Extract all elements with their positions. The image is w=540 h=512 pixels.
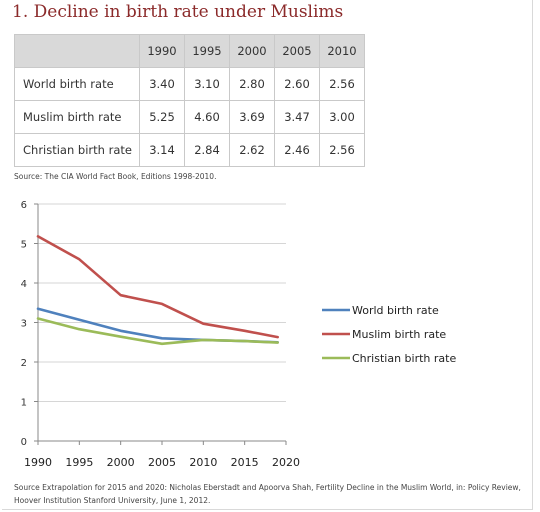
x-tick-label: 1995 [65,456,93,469]
x-tick-label: 2015 [231,456,259,469]
chart-source-note: Source Extrapolation for 2015 and 2020: … [14,483,521,505]
x-tick-label: 2010 [189,456,217,469]
x-tick-label: 2005 [148,456,176,469]
y-tick-label: 1 [21,398,27,409]
article-frame [2,0,533,510]
table-corner-cell [14,34,140,68]
row-label: Muslim birth rate [14,100,140,134]
table-header-cell: 2005 [274,34,320,68]
table-cell: 2.56 [319,133,365,167]
page-title: 1. Decline in birth rate under Muslims [12,2,344,22]
series-line [36,317,280,346]
table-row: Muslim birth rate 5.25 4.60 3.69 3.47 3.… [14,100,365,134]
y-tick-label: 5 [21,240,27,251]
y-tick-label: 6 [21,200,27,211]
table-cell: 3.47 [274,100,320,134]
series-line [36,307,280,344]
table-cell: 3.10 [184,67,230,101]
table-header-cell: 1995 [184,34,230,68]
y-tick-label: 2 [21,358,27,369]
table-header-cell: 2000 [229,34,275,68]
y-tick-label: 4 [21,279,27,290]
table-cell: 2.62 [229,133,275,167]
legend-label: World birth rate [352,304,439,317]
birth-rate-line-chart: 0 1 2 3 4 5 6 1990 1995 2000 2005 2010 2015 2020 World… [21,200,457,469]
series-line [36,235,280,339]
table-cell: 2.80 [229,67,275,101]
legend-label: Muslim birth rate [352,328,446,341]
row-label: World birth rate [14,67,140,101]
table-source-note: Source: The CIA World Fact Book, Edition… [14,172,217,181]
table-cell: 2.60 [274,67,320,101]
table-row: Christian birth rate 3.14 2.84 2.62 2.46… [14,133,365,167]
x-tick-label: 2000 [107,456,135,469]
y-tick-label: 3 [21,319,27,330]
table-row: World birth rate 3.40 3.10 2.80 2.60 2.5… [14,67,365,101]
table-cell: 2.56 [319,67,365,101]
table-cell: 3.14 [139,133,185,167]
x-tick-label: 2020 [272,456,300,469]
x-tick-label: 1990 [24,456,52,469]
table-cell: 3.00 [319,100,365,134]
row-label: Christian birth rate [14,133,140,167]
birth-rate-table: 1990 1995 2000 2005 2010 World birth rat… [14,34,365,167]
table-cell: 2.46 [274,133,320,167]
y-tick-label: 0 [21,437,27,448]
table-header-row: 1990 1995 2000 2005 2010 [14,34,365,68]
legend-label: Christian birth rate [352,352,456,365]
table-cell: 2.84 [184,133,230,167]
